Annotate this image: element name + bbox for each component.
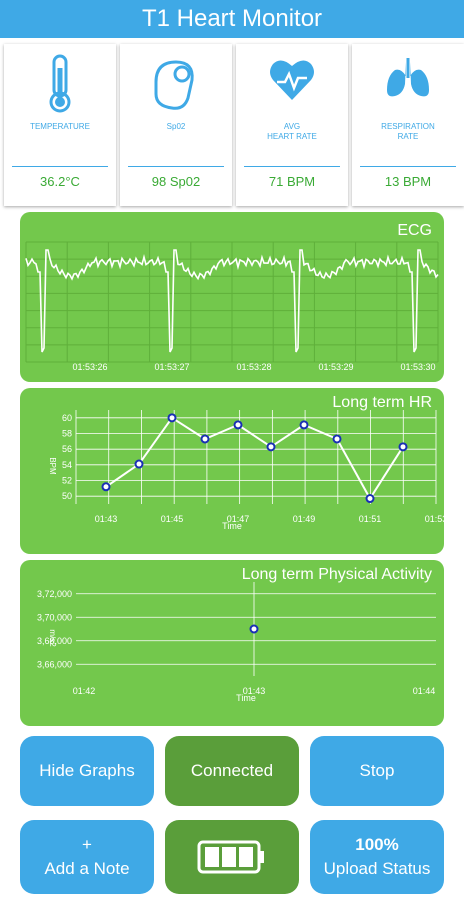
- activity-y-axis-label: m/s2: [48, 629, 57, 647]
- hr-data-point: [332, 434, 342, 444]
- add-note-label: Add a Note: [44, 859, 130, 878]
- hr-data-point: [101, 482, 111, 492]
- hr-y-tick-label: 52: [62, 476, 72, 486]
- activity-title: Long term Physical Activity: [241, 566, 432, 583]
- ecg-title: ECG: [397, 222, 432, 239]
- hr-x-tick-label: 01:45: [161, 514, 184, 524]
- upload-percent: 100%: [355, 835, 399, 854]
- hr-panel: Long term HR 50 52 54 56 58 60 01:43 01:45 01:47…: [20, 388, 444, 554]
- activity-x-tick-label: 01:42: [73, 686, 96, 696]
- hr-y-tick-label: 60: [62, 413, 72, 423]
- temperature-value: 36.2°C: [40, 174, 80, 189]
- ecg-x-tick-label: 01:53:26: [72, 362, 107, 372]
- temperature-card: TEMPERATURE 36.2°C: [4, 44, 116, 206]
- hr-x-tick-label: 01:53: [425, 514, 444, 524]
- ecg-chart: 01:53:26 01:53:27 01:53:28 01:53:29 01:53:30: [25, 241, 439, 372]
- hr-y-tick-label: 50: [62, 491, 72, 501]
- battery-icon: [197, 840, 264, 874]
- ecg-panel: ECG 01:53:26 01:53:27 01:53:28 01:53:29 01:5…: [20, 212, 444, 382]
- lungs-icon: [352, 54, 464, 114]
- hr-data-point: [233, 420, 243, 430]
- stop-button[interactable]: Stop: [310, 736, 444, 806]
- battery-button[interactable]: [165, 820, 299, 894]
- activity-data-point: [249, 624, 259, 634]
- activity-panel: Long term Physical Activity 3,72,000 3,70…: [20, 560, 444, 726]
- spo2-icon: [120, 54, 232, 114]
- activity-y-tick-label: 3,66,000: [37, 659, 72, 669]
- plus-icon: +: [82, 835, 92, 854]
- hr-data-point: [167, 413, 177, 423]
- ecg-x-tick-label: 01:53:27: [154, 362, 189, 372]
- activity-x-tick-label: 01:43: [243, 686, 266, 696]
- connected-label: Connected: [190, 761, 274, 780]
- hr-series-line: [105, 416, 404, 501]
- hr-x-tick-label: 01:43: [95, 514, 118, 524]
- ecg-x-tick-label: 01:53:29: [318, 362, 353, 372]
- hr-y-tick-label: 54: [62, 460, 72, 470]
- hr-x-tick-label: 01:51: [359, 514, 382, 524]
- heart-rate-label: AVG HEART RATE: [267, 122, 317, 141]
- hr-y-tick-label: 56: [62, 444, 72, 454]
- hide-graphs-button[interactable]: Hide Graphs: [20, 736, 154, 806]
- hr-y-axis-label: BPM: [48, 457, 57, 475]
- heart-rate-card: AVG HEART RATE 71 BPM: [236, 44, 348, 206]
- add-note-button[interactable]: + Add a Note: [20, 820, 154, 894]
- hr-chart: 50 52 54 56 58 60 01:43 01:45 01:47 01:49 01:51 01:…: [48, 410, 444, 531]
- hr-x-tick-label: 01:49: [293, 514, 316, 524]
- spo2-value: 98 Sp02: [151, 174, 201, 189]
- heart-rate-icon: [236, 54, 348, 114]
- hr-x-tick-label: 01:47: [227, 514, 250, 524]
- activity-x-axis-label: Time: [236, 693, 256, 703]
- spo2-label: Sp02: [166, 122, 186, 131]
- hr-data-point: [266, 442, 276, 452]
- vitals-cards: TEMPERATURE 36.2°C Sp02 98 Sp02 AVG HEAR…: [0, 40, 464, 210]
- activity-chart: 3,72,000 3,70,000 3,68,000 3,66,000 01:42 01:…: [37, 582, 436, 703]
- app-title: T1 Heart Monitor: [0, 0, 464, 38]
- upload-status-button[interactable]: 100% Upload Status: [310, 820, 444, 894]
- ecg-trace: [25, 249, 439, 353]
- hr-title: Long term HR: [332, 394, 432, 411]
- spo2-card: Sp02 98 Sp02: [120, 44, 232, 206]
- activity-y-tick-label: 3,70,000: [37, 612, 72, 622]
- activity-x-tick-label: 01:44: [413, 686, 436, 696]
- hr-y-tick-label: 58: [62, 429, 72, 439]
- hr-data-point: [200, 434, 210, 444]
- respiration-label: RESPIRATION RATE: [381, 122, 435, 141]
- hr-data-point: [134, 459, 144, 469]
- stop-label: Stop: [359, 761, 395, 780]
- upload-status-label: Upload Status: [323, 859, 431, 878]
- temperature-label: TEMPERATURE: [30, 122, 90, 131]
- thermometer-icon: [4, 54, 116, 114]
- ecg-x-tick-label: 01:53:28: [236, 362, 271, 372]
- hr-data-point: [365, 494, 375, 504]
- hide-graphs-label: Hide Graphs: [39, 761, 135, 780]
- hr-x-axis-label: Time: [222, 521, 242, 531]
- hr-data-point: [299, 420, 309, 430]
- activity-y-tick-label: 3,68,000: [37, 636, 72, 646]
- activity-y-tick-label: 3,72,000: [37, 589, 72, 599]
- heart-rate-value: 71 BPM: [268, 174, 316, 189]
- respiration-value: 13 BPM: [384, 174, 432, 189]
- hr-data-point: [398, 442, 408, 452]
- connected-button[interactable]: Connected: [165, 736, 299, 806]
- ecg-x-tick-label: 01:53:30: [400, 362, 435, 372]
- respiration-card: RESPIRATION RATE 13 BPM: [352, 44, 464, 206]
